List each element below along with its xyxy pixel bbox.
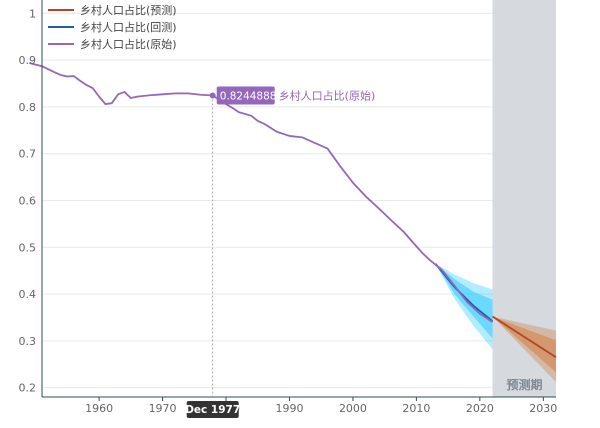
legend-label: 乡村人口占比(预测) (80, 3, 177, 17)
series-line-0[interactable] (492, 315, 557, 358)
hover-x-box (186, 401, 239, 418)
y-tick-label: 0.5 (19, 241, 37, 254)
forecast-period-shade (492, 0, 556, 397)
hover-value-text: 0.8244888 (220, 90, 277, 102)
confidence-band-95 (492, 316, 556, 383)
forecast-region: 预测期 (492, 0, 556, 397)
x-tick-label: 2020 (466, 402, 494, 415)
legend-label: 乡村人口占比(原始) (80, 37, 177, 51)
legend-label: 乡村人口占比(回测) (80, 20, 177, 34)
legend-item-2[interactable]: 乡村人口占比(原始) (48, 37, 177, 51)
legend-item-1[interactable]: 乡村人口占比(回测) (48, 20, 177, 34)
series-line-2[interactable] (29, 62, 494, 323)
axes: 0.20.30.40.50.60.70.80.91196019701980199… (19, 0, 557, 415)
forecast-period-label: 预测期 (507, 377, 543, 392)
legend-item-0[interactable]: 乡村人口占比(预测) (48, 3, 177, 17)
confidence-band-95 (435, 263, 493, 350)
y-tick-label: 0.6 (19, 195, 37, 208)
y-tick-label: 0.2 (19, 382, 37, 395)
confidence-band-80 (492, 316, 556, 373)
x-tick-label: 1990 (275, 402, 303, 415)
x-tick-label: 2000 (339, 402, 367, 415)
y-tick-label: 0.7 (19, 148, 37, 161)
series-lines[interactable] (29, 62, 557, 358)
x-tick-label: 1960 (85, 402, 113, 415)
y-tick-label: 1 (29, 7, 36, 20)
x-tick-label: 1970 (149, 402, 177, 415)
hover-value-box (216, 86, 275, 105)
y-tick-label: 0.9 (19, 54, 37, 67)
x-tick-label: 2030 (529, 402, 557, 415)
hover-tooltip: 0.8244888 乡村人口占比(原始) Dec 1977 (185, 86, 375, 418)
hover-point (209, 92, 216, 99)
series-line-1[interactable] (434, 263, 494, 322)
legend[interactable]: 乡村人口占比(预测) 乡村人口占比(回测) 乡村人口占比(原始) (48, 3, 177, 51)
y-tick-label: 0.8 (19, 101, 37, 114)
x-tick-label: 2010 (402, 402, 430, 415)
confidence-bands (435, 263, 556, 383)
y-tick-label: 0.3 (19, 335, 37, 348)
hover-series-name: 乡村人口占比(原始) (279, 88, 376, 102)
gridlines (42, 12, 556, 389)
hover-x-label: Dec 1977 (185, 404, 240, 416)
y-tick-label: 0.4 (19, 288, 37, 301)
